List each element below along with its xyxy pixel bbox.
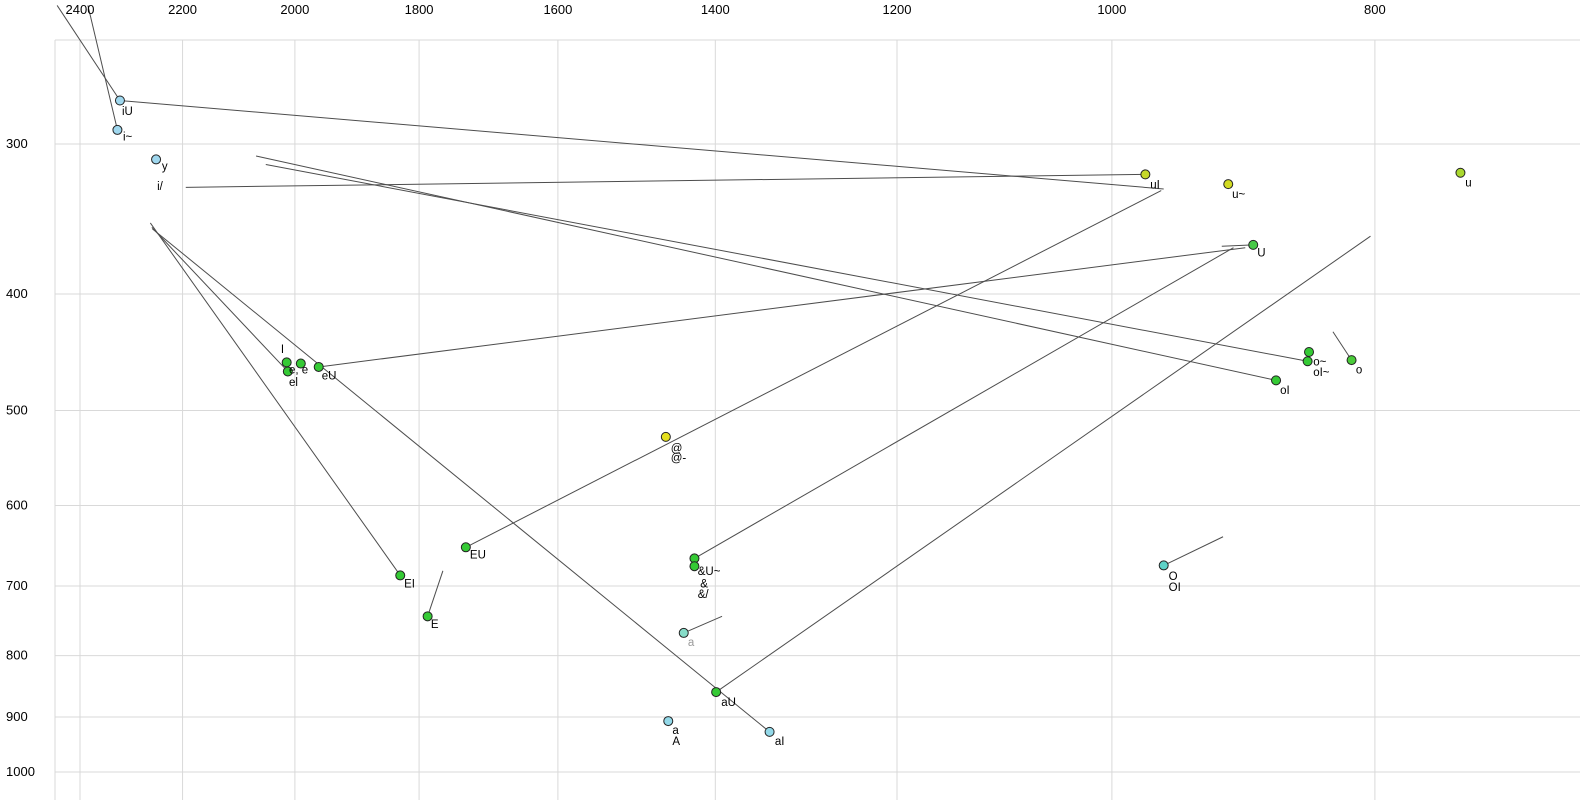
vowel-label-E: E [431, 619, 439, 631]
point-o~ [1304, 346, 1315, 357]
vowel-label-uI: uI [1150, 179, 1160, 191]
vowel-label-ee: e, e [289, 365, 308, 377]
vowel-label-aU: aU [721, 697, 736, 709]
vowel-label-i: i~ [123, 132, 133, 144]
vowel-label-oI: oI~ [1313, 367, 1330, 379]
vowel-label-a: a [672, 725, 679, 737]
vowel-label-u: u~ [1232, 189, 1245, 201]
vowel-label-eU: eU [322, 370, 337, 382]
point-uI [1140, 169, 1151, 180]
x-axis-tick-label: 1000 [1097, 2, 1126, 17]
y-axis-tick-label: 900 [6, 709, 28, 724]
x-axis-tick-label: 1600 [543, 2, 572, 17]
vowel-label-aI: aI [775, 736, 785, 748]
trajectory-&U~-trajectory [694, 247, 1234, 559]
trajectory-aU-trajectory [715, 235, 1371, 693]
vowel-label-OI: OI [1169, 582, 1181, 594]
y-axis-tick-label: 1000 [6, 764, 35, 779]
trajectory-group [56, 5, 1371, 733]
y-axis-tick-label: 400 [6, 286, 28, 301]
trajectory-a-trajectory [683, 615, 723, 634]
y-axis-tick-label: 300 [6, 136, 28, 151]
trajectory-O-trajectory [1163, 536, 1224, 566]
point-oI~ [1302, 356, 1313, 367]
point-EI [395, 570, 406, 581]
vowel-label-: @ [671, 443, 683, 455]
vowel-label-I: I [281, 344, 284, 356]
point-el [282, 366, 293, 377]
point-a-mid [678, 627, 689, 638]
trajectory-el-trajectory [151, 227, 289, 372]
vowel-label-A: A [672, 736, 680, 748]
x-axis-tick-label: 2200 [168, 2, 197, 17]
point-labels-group: iU i~ y i/uI u~ u U Ie, eel eU EU EI E @@- &U~&&/ a aU a… [122, 106, 1472, 748]
point-a-A [663, 716, 674, 727]
point-O [1158, 560, 1169, 571]
vowel-label-oI: oI [1280, 385, 1290, 397]
trajectory-iU-trajectory [119, 100, 1164, 190]
trajectory-oI-trajectory [255, 155, 1277, 381]
x-axis-tick-label: 1200 [883, 2, 912, 17]
point-E [422, 611, 433, 622]
vowel-label-EU: EU [470, 550, 486, 562]
vowel-label-o: o~ [1313, 357, 1326, 369]
point-U [1248, 239, 1259, 250]
vowel-label-: @- [671, 453, 687, 465]
trajectory-edge-to-i-nasal [87, 5, 118, 131]
vowel-label-i: i/ [157, 181, 164, 193]
vowel-label-EI: EI [404, 578, 415, 590]
vowel-label-el: el [289, 377, 298, 389]
point-u~ [1223, 179, 1234, 190]
y-axis-tick-label: 700 [6, 578, 28, 593]
point-y [151, 154, 162, 165]
y-axis-tick-label: 600 [6, 498, 28, 513]
vowel-label-y: y [162, 161, 168, 173]
vowel-label-U: &U~ [698, 566, 721, 578]
trajectory-EU-trajectory [465, 190, 1162, 548]
x-axis-tick-label: 1800 [405, 2, 434, 17]
y-axis-tick-label: 800 [6, 648, 28, 663]
trajectory-eU-trajectory [318, 247, 1246, 368]
point-& [689, 561, 700, 572]
vowel-label-: &/ [698, 589, 710, 601]
trajectory-uI-trajectory [185, 173, 1146, 188]
point-eU [313, 361, 324, 372]
point-aU [711, 687, 722, 698]
vowel-label-o: o [1356, 365, 1362, 377]
point-o [1346, 355, 1357, 366]
x-axis-tick-label: 1400 [701, 2, 730, 17]
point-iU [114, 95, 125, 106]
trajectory-aI-trajectory [152, 228, 770, 733]
point-i~ [112, 124, 123, 135]
x-axis-tick-label: 2400 [66, 2, 95, 17]
point-EU [460, 542, 471, 553]
vowel-label-O: O [1169, 571, 1178, 583]
point-aI [764, 726, 775, 737]
grid-group [54, 39, 1580, 800]
trajectory-o-trajectory [1332, 331, 1352, 361]
trajectory-EI-trajectory [149, 222, 401, 576]
vowel-label-u: u [1465, 178, 1471, 190]
trajectory-E-trajectory [427, 570, 444, 617]
trajectory-U-trajectory [1221, 244, 1254, 247]
points-group [112, 95, 1466, 737]
y-axis-tick-label: 500 [6, 402, 28, 417]
trajectory-oI~-trajectory [265, 163, 1308, 362]
vowel-label-a: a [688, 637, 695, 649]
vowel-label-iU: iU [122, 106, 133, 118]
point-oI [1271, 375, 1282, 386]
trajectory-edge-to-iU [56, 5, 121, 101]
point-@ [660, 431, 671, 442]
x-axis-tick-label: 2000 [280, 2, 309, 17]
axis-labels-group: 2400 2200 2000 1800 1600 1400 1200 1000 800 300 40… [6, 2, 1386, 779]
x-axis-tick-label: 800 [1364, 2, 1386, 17]
vowel-label-U: U [1257, 248, 1265, 260]
vowel-label-: & [700, 578, 708, 590]
point-e-2 [295, 358, 306, 369]
point-u [1455, 167, 1466, 178]
